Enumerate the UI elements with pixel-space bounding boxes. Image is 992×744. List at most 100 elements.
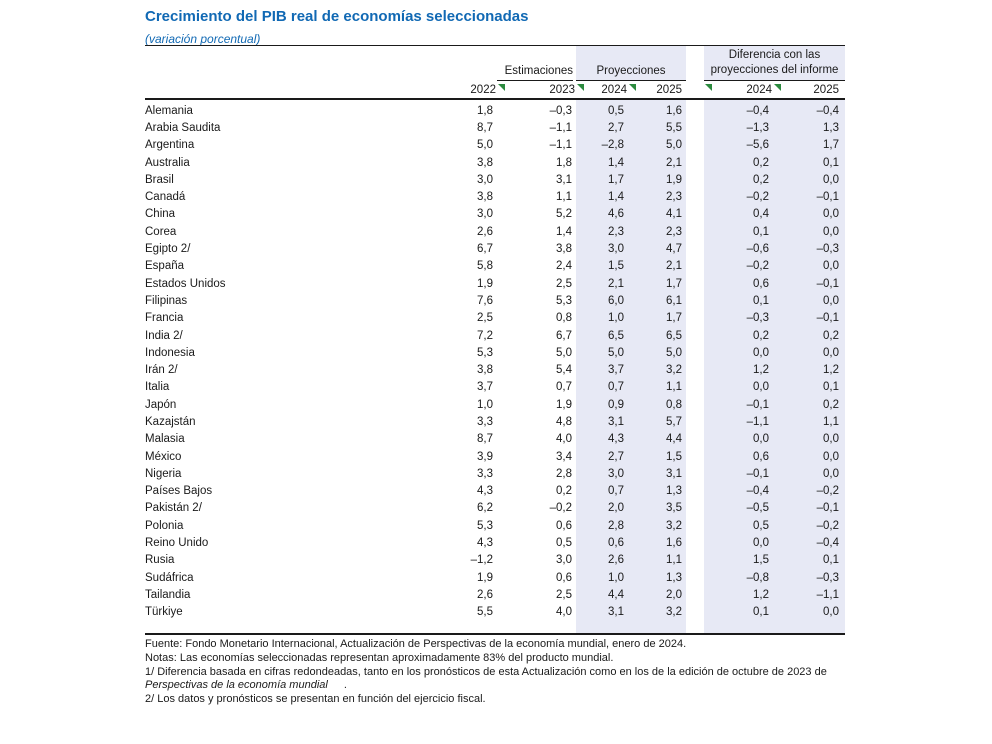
value-cell: 4,3 xyxy=(477,485,493,498)
table-row: Italia 3,7 0,7 0,7 1,1 0,0 0,1 xyxy=(145,379,845,396)
value-cell: 2,7 xyxy=(608,450,624,463)
footnote-1-line1: 1/ Diferencia basada en cifras redondead… xyxy=(145,665,827,678)
value-cell: 1,2 xyxy=(823,364,839,377)
value-cell: 1,3 xyxy=(823,121,839,134)
year-header-row: 2022 2023 2024 2025 20 xyxy=(145,81,845,98)
value-cell: 5,3 xyxy=(477,346,493,359)
value-cell: 4,7 xyxy=(666,243,682,256)
value-cell: 3,8 xyxy=(556,243,572,256)
general-note: Notas: Las economías seleccionadas repre… xyxy=(145,651,614,664)
value-cell: 3,7 xyxy=(477,381,493,394)
proyecciones-band-header xyxy=(576,46,686,81)
year-label: 2025 xyxy=(656,83,682,96)
value-cell: 3,2 xyxy=(666,606,682,619)
value-cell: 3,0 xyxy=(556,554,572,567)
country-label: México xyxy=(145,450,182,463)
value-cell: 0,0 xyxy=(823,346,839,359)
value-cell: 1,1 xyxy=(556,191,572,204)
table-row: Corea 2,6 1,4 2,3 2,3 0,1 0,0 xyxy=(145,223,845,240)
value-cell: 0,1 xyxy=(823,156,839,169)
value-cell: 0,0 xyxy=(753,537,769,550)
value-cell: 2,8 xyxy=(556,467,572,480)
page-subtitle: (variación porcentual) xyxy=(145,32,261,46)
table-row: Canadá 3,8 1,1 1,4 2,3 –0,2 –0,1 xyxy=(145,188,845,205)
table-row: Indonesia 5,3 5,0 5,0 5,0 0,0 0,0 xyxy=(145,344,845,361)
value-cell: 2,7 xyxy=(608,121,624,134)
column-group-estimaciones: Estimaciones xyxy=(497,62,573,81)
value-cell: 4,0 xyxy=(556,433,572,446)
footnote-1-period: . xyxy=(343,679,347,692)
publication-title: Perspectivas de la economía mundial xyxy=(145,679,328,692)
value-cell: 8,7 xyxy=(477,121,493,134)
value-cell: 5,0 xyxy=(477,139,493,152)
table-row: Tailandia 2,6 2,5 4,4 2,0 1,2 –1,1 xyxy=(145,586,845,603)
year-label: 2024 xyxy=(746,83,772,96)
country-label: Rusia xyxy=(145,554,175,567)
country-label: Italia xyxy=(145,381,170,394)
country-label: Sudáfrica xyxy=(145,571,194,584)
value-cell: –0,2 xyxy=(816,519,839,532)
value-cell: 0,1 xyxy=(753,606,769,619)
value-cell: 2,6 xyxy=(608,554,624,567)
value-cell: 1,4 xyxy=(608,191,624,204)
table-row: Irán 2/3,8 5,4 3,7 3,2 1,2 1,2 xyxy=(145,361,845,378)
country-label: Malasia xyxy=(145,433,185,446)
country-label: Brasil xyxy=(145,173,174,186)
value-cell: 1,9 xyxy=(477,277,493,290)
value-cell: 6,7 xyxy=(556,329,572,342)
value-cell: –0,1 xyxy=(816,312,839,325)
column-group-diferencia: Diferencia con las proyecciones del info… xyxy=(704,48,845,81)
table-row: Francia 2,5 0,8 1,0 1,7 –0,3 –0,1 xyxy=(145,310,845,327)
value-cell: 4,0 xyxy=(556,606,572,619)
value-cell: 5,5 xyxy=(477,606,493,619)
revision-marker-icon xyxy=(705,84,712,91)
value-cell: 3,0 xyxy=(608,467,624,480)
table-row: Egipto 2/6,7 3,8 3,0 4,7 –0,6 –0,3 xyxy=(145,240,845,257)
value-cell: 0,8 xyxy=(666,398,682,411)
country-label: China xyxy=(145,208,176,221)
value-cell: 1,0 xyxy=(608,571,624,584)
value-cell: 0,0 xyxy=(823,450,839,463)
value-cell: 0,0 xyxy=(823,606,839,619)
year-header-2022: 2022 xyxy=(445,81,505,98)
value-cell: –0,4 xyxy=(816,104,839,117)
value-cell: –0,3 xyxy=(549,104,572,117)
table-row: Polonia 5,3 0,6 2,8 3,2 0,5 –0,2 xyxy=(145,517,845,534)
value-cell: 0,7 xyxy=(556,381,572,394)
value-cell: 3,4 xyxy=(556,450,572,463)
value-cell: –1,1 xyxy=(816,588,839,601)
value-cell: 3,2 xyxy=(666,519,682,532)
footnote-2: 2/ Los datos y pronósticos se presentan … xyxy=(145,693,486,706)
value-cell: 1,6 xyxy=(666,104,682,117)
value-cell: 0,6 xyxy=(608,537,624,550)
table-row: Australia 3,8 1,8 1,4 2,1 0,2 0,1 xyxy=(145,154,845,171)
table-row: Filipinas 7,6 5,3 6,0 6,1 0,1 0,0 xyxy=(145,292,845,309)
value-cell: 1,4 xyxy=(556,225,572,238)
value-cell: 2,0 xyxy=(608,502,624,515)
value-cell: 0,6 xyxy=(556,519,572,532)
value-cell: –0,3 xyxy=(746,312,769,325)
value-cell: 0,6 xyxy=(753,450,769,463)
value-cell: 5,0 xyxy=(556,346,572,359)
value-cell: 2,5 xyxy=(477,312,493,325)
value-cell: 5,7 xyxy=(666,415,682,428)
value-cell: 3,3 xyxy=(477,415,493,428)
table-row: Sudáfrica 1,9 0,6 1,0 1,3 –0,8 –0,3 xyxy=(145,569,845,586)
value-cell: 1,3 xyxy=(666,485,682,498)
value-cell: 1,8 xyxy=(556,156,572,169)
table-row: Estados Unidos 1,9 2,5 2,1 1,7 0,6 –0,1 xyxy=(145,275,845,292)
value-cell: –0,1 xyxy=(746,398,769,411)
value-cell: 3,7 xyxy=(608,364,624,377)
table-row: Pakistán 2/6,2 –0,2 2,0 3,5 –0,5 –0,1 xyxy=(145,500,845,517)
year-label: 2023 xyxy=(549,83,575,96)
value-cell: 3,0 xyxy=(477,173,493,186)
revision-marker-icon xyxy=(577,84,584,91)
year-label: 2022 xyxy=(470,83,496,96)
country-label: Francia xyxy=(145,312,184,325)
year-header-2025-diff: 2025 xyxy=(773,81,845,98)
value-cell: 0,5 xyxy=(556,537,572,550)
value-cell: 7,2 xyxy=(477,329,493,342)
value-cell: –0,6 xyxy=(746,243,769,256)
value-cell: 0,2 xyxy=(823,398,839,411)
table-row: China 3,0 5,2 4,6 4,1 0,4 0,0 xyxy=(145,206,845,223)
